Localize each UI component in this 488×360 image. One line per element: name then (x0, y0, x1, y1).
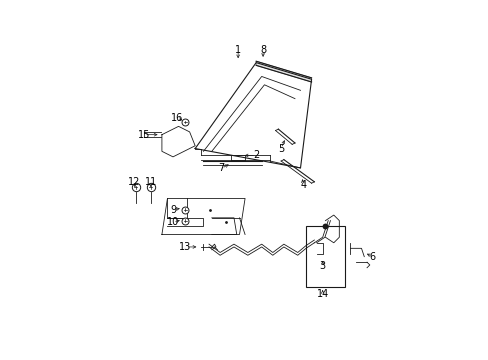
Text: 14: 14 (316, 289, 328, 299)
Text: 7: 7 (218, 163, 224, 174)
Text: 2: 2 (252, 150, 259, 161)
Polygon shape (256, 61, 311, 82)
Text: 6: 6 (369, 252, 375, 262)
Text: 13: 13 (179, 242, 191, 252)
Text: 11: 11 (144, 177, 157, 187)
Bar (305, 226, 344, 287)
Text: 10: 10 (166, 217, 179, 227)
Text: 5: 5 (277, 144, 284, 153)
Text: 9: 9 (170, 204, 176, 215)
Text: 1: 1 (235, 45, 241, 55)
Text: 8: 8 (260, 45, 265, 55)
Text: 15: 15 (138, 130, 150, 140)
Text: 4: 4 (300, 180, 305, 190)
Text: 3: 3 (319, 261, 325, 271)
Text: 16: 16 (171, 113, 183, 123)
Text: 12: 12 (128, 177, 140, 187)
